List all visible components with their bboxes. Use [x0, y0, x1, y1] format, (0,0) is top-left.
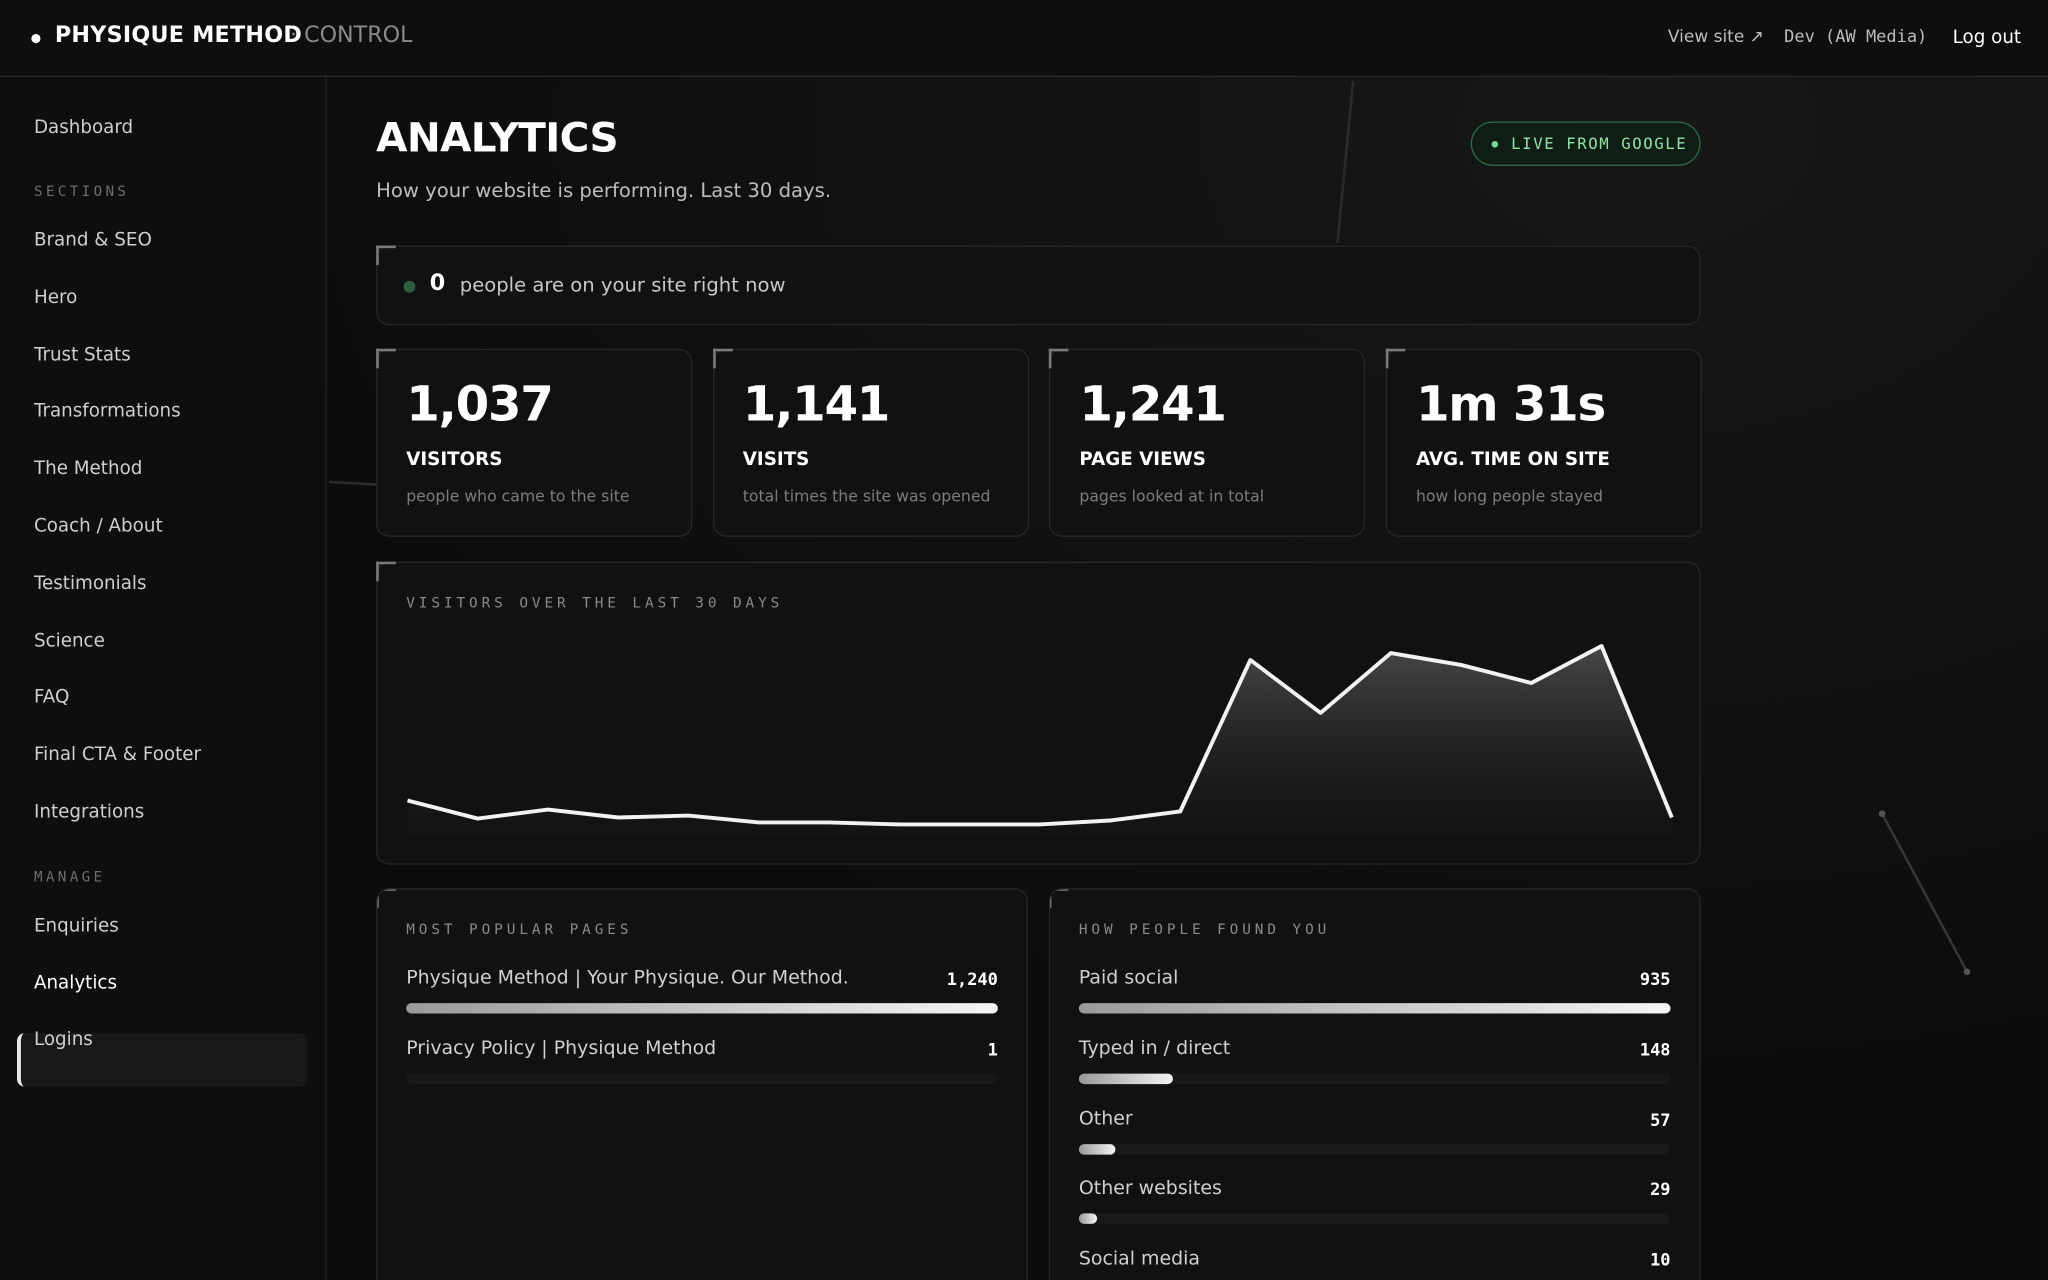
area-line: [407, 644, 1674, 827]
logout-link[interactable]: Log out: [1952, 27, 2022, 49]
row-label: Physique Method | Your Physique. Our Met…: [406, 967, 849, 989]
nav-item[interactable]: FAQ: [33, 687, 70, 709]
stat-card: 1,141 VISITS total times the site was open…: [712, 348, 1029, 537]
page-subtitle: How your website is performing. Last 30 …: [376, 178, 832, 203]
nav-item[interactable]: Transformations: [33, 401, 181, 423]
stat-label: VISITS: [742, 449, 810, 471]
stat-desc: how long people stayed: [1415, 487, 1603, 506]
row-value: 1: [987, 1040, 998, 1061]
chart-title: VISITORS OVER THE LAST 30 DAYS: [406, 594, 784, 612]
bar: [1078, 1003, 1671, 1014]
nav-item[interactable]: Analytics: [33, 972, 117, 994]
row-label: Other: [1078, 1108, 1133, 1130]
popular-pages-card: MOST POPULAR PAGES Physique Method | You…: [376, 888, 1028, 1280]
stat-card: 1,241 PAGE VIEWS pages looked at in total: [1049, 348, 1366, 537]
nav-item[interactable]: The Method: [33, 458, 143, 480]
card-title: HOW PEOPLE FOUND YOU: [1078, 920, 1331, 938]
stat-value: 1,241: [1079, 376, 1227, 433]
brand-suffix: · CONTROL: [289, 22, 413, 49]
nav-item[interactable]: Brand & SEO: [33, 229, 152, 251]
nav-item[interactable]: Hero: [33, 287, 78, 308]
row-label: Typed in / direct: [1078, 1038, 1231, 1059]
row-value: 935: [1639, 970, 1671, 991]
badge-text: LIVE FROM GOOGLE: [1511, 134, 1688, 153]
nav-item[interactable]: Enquiries: [33, 915, 119, 937]
live-card: 0 people are on your site right now: [376, 245, 1701, 326]
nav-item[interactable]: Integrations: [33, 801, 145, 823]
nav-item[interactable]: Final CTA & Footer: [33, 744, 202, 766]
area-fill: [407, 646, 1672, 836]
chart: [407, 644, 1674, 836]
active-highlight: [16, 1033, 307, 1087]
stat-desc: people who came to the site: [406, 487, 630, 506]
sources-card: HOW PEOPLE FOUND YOU Paid social 935 Typed…: [1048, 888, 1701, 1280]
bar-track: [1078, 1073, 1671, 1084]
row-label: Paid social: [1078, 967, 1179, 989]
nav-item[interactable]: Trust Stats: [33, 344, 131, 366]
row-value: 148: [1639, 1040, 1671, 1061]
stat-desc: pages looked at in total: [1079, 487, 1265, 506]
row-value: 10: [1650, 1251, 1671, 1272]
stat-label: PAGE VIEWS: [1079, 449, 1206, 471]
nav-item[interactable]: Coach / About: [33, 515, 163, 537]
live-badge: LIVE FROM GOOGLE: [1470, 121, 1701, 166]
bar: [406, 1003, 998, 1014]
row-label: Privacy Policy | Physique Method: [406, 1038, 717, 1059]
stat-label: AVG. TIME ON SITE: [1415, 449, 1610, 471]
nav-section-label: SECTIONS: [33, 182, 130, 200]
account-label[interactable]: Dev (AW Media): [1784, 27, 1928, 48]
stat-value: 1,141: [742, 376, 891, 433]
bar: [1078, 1143, 1115, 1155]
bar-track: [1078, 1143, 1671, 1155]
stat-card: 1,037 VISITORS people who came to the site: [376, 348, 693, 537]
view-site-link[interactable]: View site ↗: [1667, 27, 1764, 48]
row-label: Other websites: [1078, 1178, 1222, 1200]
bar-track: [406, 1003, 998, 1014]
bar-track: [1078, 1003, 1671, 1014]
brand-dot: [31, 33, 41, 44]
chart-card: VISITORS OVER THE LAST 30 DAYS: [376, 561, 1701, 865]
bar: [1078, 1213, 1098, 1225]
nav-item[interactable]: Science: [33, 630, 105, 652]
bar-track: [1078, 1213, 1671, 1225]
stat-value: 1m 31s: [1415, 376, 1606, 433]
brand: PHYSIQUE METHOD: [54, 22, 303, 49]
nav-item[interactable]: Logins: [33, 1029, 93, 1051]
bar: [1078, 1073, 1173, 1084]
card-title: MOST POPULAR PAGES: [406, 920, 633, 938]
page-title: ANALYTICS: [376, 114, 618, 162]
stat-desc: total times the site was opened: [742, 487, 991, 506]
live-text: people are on your site right now: [459, 272, 786, 297]
row-value: 1,240: [946, 970, 998, 991]
row-value: 57: [1650, 1110, 1671, 1131]
nav-item[interactable]: Dashboard: [33, 117, 134, 139]
sidebar: Dashboard SECTIONS Brand & SEO Hero Trust St…: [0, 77, 327, 1280]
stat-label: VISITORS: [406, 449, 503, 471]
nav-section-label: MANAGE: [33, 868, 106, 886]
stat-value: 1,037: [406, 376, 554, 433]
top-bar: PHYSIQUE METHOD · CONTROL View site ↗ De…: [0, 0, 2048, 78]
stat-card: 1m 31s AVG. TIME ON SITE how long people s…: [1385, 348, 1702, 537]
bar-track: [406, 1073, 998, 1084]
live-count: 0: [429, 270, 446, 297]
row-label: Social media: [1078, 1248, 1201, 1270]
nav-item[interactable]: Testimonials: [33, 573, 147, 595]
row-value: 29: [1650, 1181, 1671, 1201]
